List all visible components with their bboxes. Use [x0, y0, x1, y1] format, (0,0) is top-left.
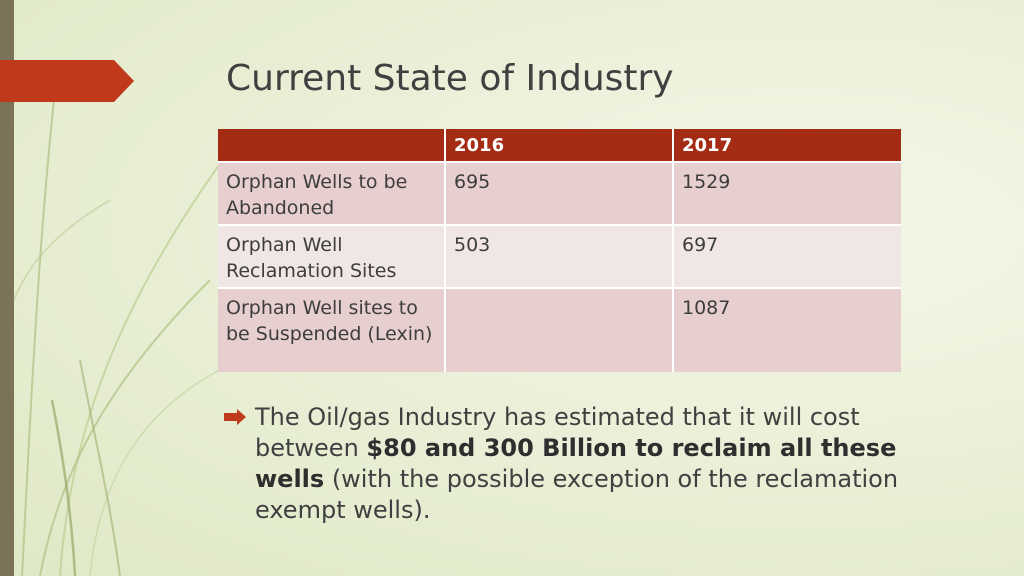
- left-decorative-bar: [0, 0, 14, 576]
- cell-2016: 695: [445, 161, 674, 225]
- row-label: Orphan Well sites to be Suspended (Lexin…: [218, 287, 446, 372]
- bullet-text-before: The Oil/gas Industry has estimated that …: [255, 403, 860, 462]
- cell-2017: 1087: [673, 287, 901, 372]
- table-row: Orphan Well Reclamation Sites 503 697: [218, 224, 901, 288]
- table-header-row: 2016 2017: [218, 129, 901, 162]
- bullet-text: The Oil/gas Industry has estimated that …: [255, 402, 944, 526]
- table-row: Orphan Wells to be Abandoned 695 1529: [218, 161, 901, 225]
- table-row: Orphan Well sites to be Suspended (Lexin…: [218, 287, 901, 372]
- cell-2016: 503: [445, 224, 674, 288]
- grass-stems-decoration: [13, 99, 241, 576]
- bullet-point: The Oil/gas Industry has estimated that …: [224, 402, 944, 526]
- header-cell-2017: 2017: [673, 129, 901, 162]
- header-cell-2016: 2016: [445, 129, 674, 162]
- slide-title: Current State of Industry: [226, 58, 674, 99]
- header-cell-empty: [218, 129, 446, 162]
- row-label: Orphan Wells to be Abandoned: [218, 161, 446, 225]
- title-accent-arrow: [0, 60, 134, 102]
- cell-2016: [445, 287, 674, 372]
- cell-2017: 697: [673, 224, 901, 288]
- bullet-text-after: (with the possible exception of the recl…: [255, 465, 899, 524]
- arrow-bullet-icon: [224, 409, 246, 425]
- row-label: Orphan Well Reclamation Sites: [218, 224, 446, 288]
- orphan-wells-table: 2016 2017 Orphan Wells to be Abandoned 6…: [218, 129, 901, 372]
- bullet-text-bold: $80 and 300 Billion to reclaim all these…: [255, 434, 897, 493]
- cell-2017: 1529: [673, 161, 901, 225]
